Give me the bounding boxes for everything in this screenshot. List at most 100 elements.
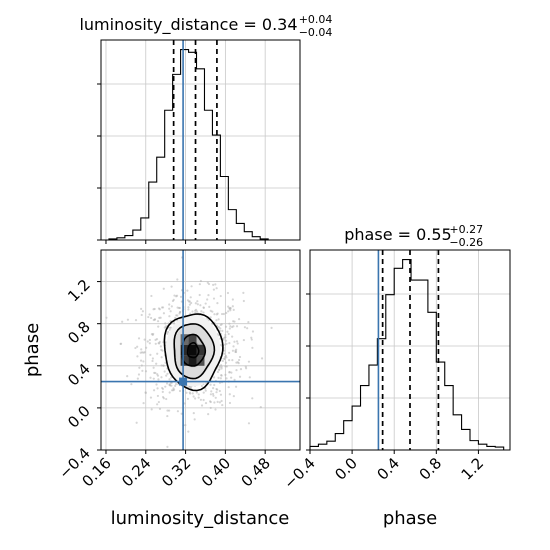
scatter-point: [156, 352, 159, 355]
scatter-point: [150, 316, 153, 320]
density-block: [180, 355, 189, 366]
scatter-point: [167, 330, 170, 334]
scatter-point: [204, 389, 207, 392]
y-tick-label-phase: 0.0: [64, 402, 94, 432]
scatter-point: [140, 307, 143, 310]
scatter-point: [197, 393, 200, 396]
scatter-point: [149, 353, 152, 356]
scatter-point: [135, 421, 138, 424]
scatter-point: [207, 413, 210, 416]
scatter-point: [236, 342, 239, 345]
scatter-point: [243, 326, 247, 329]
scatter-point: [238, 355, 242, 359]
scatter-point: [137, 373, 141, 376]
scatter-point: [220, 399, 223, 403]
scatter-point: [166, 445, 169, 449]
scatter-point: [166, 414, 169, 418]
scatter-point: [155, 383, 158, 386]
scatter-point: [169, 310, 172, 313]
scatter-point: [232, 320, 235, 323]
scatter-point: [235, 325, 239, 328]
scatter-point: [222, 312, 225, 316]
scatter-point: [178, 312, 181, 315]
scatter-point: [145, 346, 148, 349]
scatter-point: [174, 316, 177, 320]
scatter-point: [220, 367, 223, 370]
scatter-point: [215, 391, 218, 394]
scatter-point: [191, 392, 194, 395]
scatter-point: [209, 400, 212, 404]
scatter-point: [174, 383, 178, 386]
scatter-point: [168, 303, 171, 306]
density-block: [180, 344, 189, 356]
scatter-point: [157, 325, 160, 328]
scatter-point: [232, 308, 235, 311]
scatter-point: [142, 401, 145, 405]
scatter-point: [154, 371, 157, 375]
scatter-point: [227, 310, 230, 313]
scatter-point: [221, 403, 224, 407]
scatter-point: [193, 418, 196, 421]
scatter-point: [242, 299, 245, 303]
phase-histogram-steps: [309, 258, 505, 450]
scatter-point: [232, 395, 235, 398]
scatter-point: [199, 304, 202, 307]
scatter-point: [151, 357, 155, 360]
scatter-point: [200, 310, 203, 313]
scatter-point: [207, 282, 211, 286]
scatter-point: [176, 410, 179, 413]
scatter-point: [148, 342, 151, 345]
scatter-point: [144, 370, 148, 373]
xlabel-luminosity-distance: luminosity_distance: [111, 508, 290, 529]
scatter-point: [235, 340, 239, 343]
scatter-point: [250, 336, 253, 339]
scatter-point: [144, 391, 147, 394]
scatter-point: [220, 365, 223, 368]
scatter-point: [205, 381, 208, 385]
scatter-point: [160, 348, 163, 351]
scatter-point: [217, 318, 220, 321]
scatter-point: [155, 362, 158, 365]
scatter-point: [119, 342, 122, 346]
scatter-point: [228, 393, 231, 396]
scatter-point: [170, 285, 173, 288]
scatter-point: [180, 412, 183, 415]
scatter-point: [224, 336, 227, 339]
scatter-point: [204, 302, 207, 305]
scatter-point: [161, 390, 164, 394]
scatter-point: [189, 296, 192, 299]
scatter-point: [231, 359, 234, 362]
scatter-point: [220, 373, 223, 377]
scatter-point: [187, 306, 190, 309]
scatter-point: [164, 322, 167, 325]
scatter-point: [228, 370, 231, 374]
scatter-point: [152, 377, 155, 380]
x-tick-label-phase: 0.4: [373, 454, 403, 484]
scatter-point: [194, 397, 197, 400]
scatter-point: [220, 312, 224, 316]
scatter-point: [148, 313, 151, 316]
scatter-point: [199, 279, 202, 283]
ylabel-phase: phase: [22, 323, 43, 377]
scatter-point: [126, 318, 130, 321]
scatter-point: [187, 308, 190, 311]
scatter-point: [234, 350, 238, 354]
phase-histogram-title-upper: +0.27: [449, 223, 483, 236]
scatter-point: [245, 367, 248, 370]
scatter-point: [230, 376, 233, 379]
scatter-point: [228, 342, 231, 345]
luminosity-distance-histogram-title: luminosity_distance = 0.34: [79, 15, 297, 35]
scatter-point: [165, 382, 169, 385]
luminosity-distance-histogram-panel: luminosity_distance = 0.34 +0.04−0.04: [79, 13, 332, 244]
scatter-point: [219, 393, 223, 396]
scatter-point: [126, 375, 129, 378]
scatter-point: [150, 408, 153, 411]
scatter-point: [208, 305, 211, 308]
scatter-point: [209, 316, 212, 319]
scatter-point: [223, 357, 226, 361]
scatter-point: [218, 365, 221, 369]
scatter-point: [152, 332, 155, 336]
scatter-point: [225, 377, 228, 380]
scatter-point: [215, 319, 218, 322]
scatter-point: [212, 283, 215, 286]
